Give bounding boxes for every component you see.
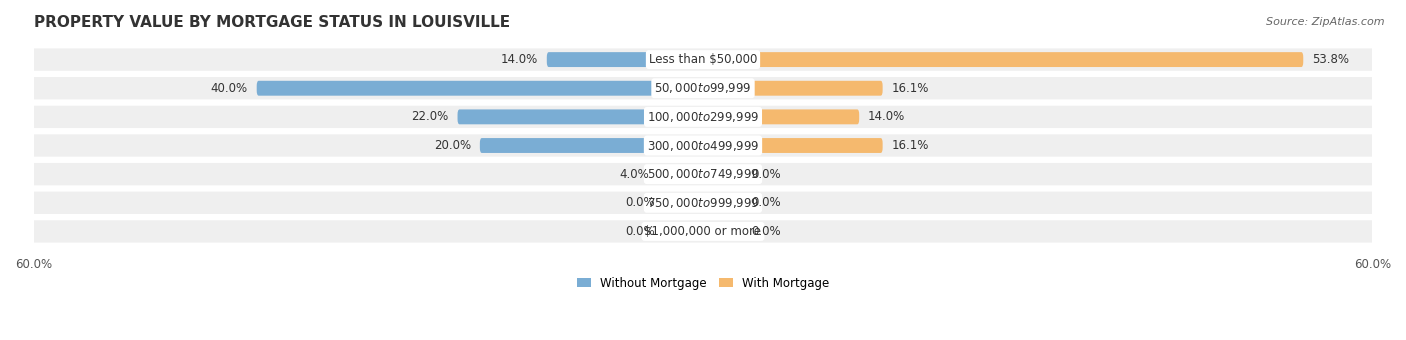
Text: 53.8%: 53.8% — [1312, 53, 1350, 66]
FancyBboxPatch shape — [28, 106, 1378, 128]
Text: $50,000 to $99,999: $50,000 to $99,999 — [654, 81, 752, 95]
Text: 14.0%: 14.0% — [868, 110, 905, 123]
Text: Source: ZipAtlas.com: Source: ZipAtlas.com — [1267, 17, 1385, 27]
FancyBboxPatch shape — [703, 138, 883, 153]
FancyBboxPatch shape — [658, 167, 703, 182]
FancyBboxPatch shape — [28, 48, 1378, 71]
FancyBboxPatch shape — [547, 52, 703, 67]
Text: 0.0%: 0.0% — [626, 196, 655, 209]
FancyBboxPatch shape — [703, 195, 742, 210]
Text: 16.1%: 16.1% — [891, 82, 929, 95]
FancyBboxPatch shape — [703, 109, 859, 124]
Text: $750,000 to $999,999: $750,000 to $999,999 — [647, 196, 759, 210]
FancyBboxPatch shape — [703, 167, 742, 182]
FancyBboxPatch shape — [28, 77, 1378, 99]
FancyBboxPatch shape — [28, 220, 1378, 243]
Text: 14.0%: 14.0% — [501, 53, 538, 66]
Text: 0.0%: 0.0% — [626, 225, 655, 238]
Text: 40.0%: 40.0% — [211, 82, 247, 95]
Legend: Without Mortgage, With Mortgage: Without Mortgage, With Mortgage — [572, 272, 834, 294]
Text: Less than $50,000: Less than $50,000 — [648, 53, 758, 66]
Text: 16.1%: 16.1% — [891, 139, 929, 152]
Text: $1,000,000 or more: $1,000,000 or more — [644, 225, 762, 238]
FancyBboxPatch shape — [703, 224, 742, 239]
Text: 20.0%: 20.0% — [434, 139, 471, 152]
FancyBboxPatch shape — [664, 224, 703, 239]
Text: $100,000 to $299,999: $100,000 to $299,999 — [647, 110, 759, 124]
FancyBboxPatch shape — [479, 138, 703, 153]
FancyBboxPatch shape — [703, 52, 1303, 67]
Text: 0.0%: 0.0% — [751, 225, 780, 238]
Text: 0.0%: 0.0% — [751, 196, 780, 209]
FancyBboxPatch shape — [28, 163, 1378, 185]
FancyBboxPatch shape — [257, 81, 703, 96]
FancyBboxPatch shape — [664, 195, 703, 210]
Text: 0.0%: 0.0% — [751, 168, 780, 181]
FancyBboxPatch shape — [28, 192, 1378, 214]
Text: $300,000 to $499,999: $300,000 to $499,999 — [647, 138, 759, 153]
FancyBboxPatch shape — [703, 81, 883, 96]
Text: $500,000 to $749,999: $500,000 to $749,999 — [647, 167, 759, 181]
FancyBboxPatch shape — [28, 134, 1378, 157]
Text: 4.0%: 4.0% — [620, 168, 650, 181]
Text: 22.0%: 22.0% — [412, 110, 449, 123]
Text: PROPERTY VALUE BY MORTGAGE STATUS IN LOUISVILLE: PROPERTY VALUE BY MORTGAGE STATUS IN LOU… — [34, 15, 510, 30]
FancyBboxPatch shape — [457, 109, 703, 124]
